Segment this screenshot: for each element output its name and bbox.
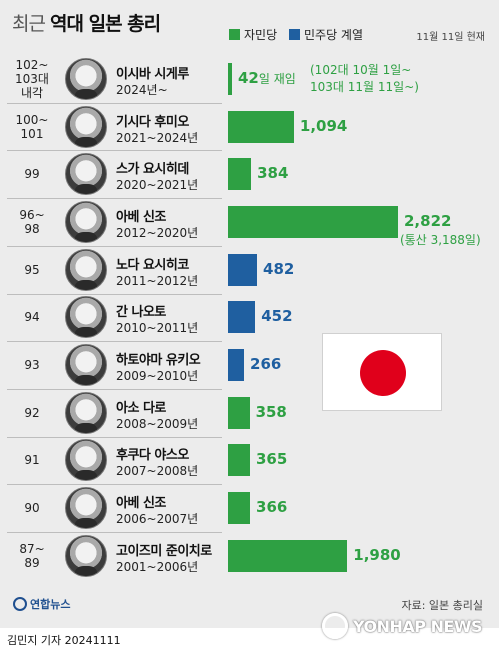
pm-portrait [65, 487, 107, 530]
pm-portrait [65, 391, 107, 434]
cabinet-number: 92 [24, 405, 40, 420]
cabinet-number: 100~ 101 [15, 112, 49, 141]
data-label: 42일 재임 [238, 68, 296, 87]
pm-term: 2009~2010년 [116, 369, 199, 384]
cabinet-number: 93 [24, 358, 40, 373]
data-label: 452 [261, 307, 293, 326]
pm-term: 2010~2011년 [116, 321, 199, 336]
bar [228, 444, 250, 477]
pm-name: 하토야마 유키오 [116, 353, 201, 369]
row-divider [7, 198, 222, 200]
pm-portrait [65, 153, 107, 196]
title-main: 역대 일본 총리 [50, 13, 161, 35]
chart-title: 최근 역대 일본 총리 [12, 9, 161, 36]
ldp-swatch [229, 29, 240, 40]
row-divider [7, 388, 222, 390]
watermark: YONHAP NEWS [322, 613, 483, 639]
cabinet-number: 94 [24, 310, 40, 325]
pm-term: 2007~2008년 [116, 464, 199, 479]
cabinet-number: 87~ 89 [19, 541, 45, 570]
pm-portrait [65, 248, 107, 291]
data-label: 1,094 [299, 116, 348, 135]
row-divider [7, 293, 222, 295]
data-label: 384 [257, 164, 289, 183]
data-label: 2,822 [404, 211, 452, 230]
agency-logo: 연합뉴스 [13, 596, 70, 612]
data-label: 366 [256, 498, 288, 517]
pm-term: 2024년~ [116, 82, 168, 97]
pm-term: 2020~2021년 [116, 178, 199, 193]
pm-portrait [65, 344, 107, 387]
row-divider [7, 341, 222, 343]
pm-term: 2021~2024년 [116, 130, 199, 145]
bar [228, 62, 232, 95]
pm-name: 아베 신조 [116, 209, 166, 225]
watermark-text: YONHAP NEWS [353, 616, 483, 636]
pm-term: 2012~2020년 [116, 225, 199, 240]
cabinet-number: 96~ 98 [19, 207, 45, 236]
byline: 김민지 기자 20241111 [7, 634, 121, 647]
pm-portrait [65, 57, 107, 100]
bar [228, 158, 252, 191]
pm-portrait [65, 296, 107, 339]
legend-label-ldp: 자민당 [244, 28, 278, 42]
as-of-date: 11월 11일 현재 [416, 32, 485, 43]
bar [228, 539, 348, 572]
data-note: (통산 3,188일) [400, 232, 481, 247]
cabinet-number: 95 [24, 262, 40, 277]
data-note: (102대 10월 1일~ 103대 11월 11일~) [310, 62, 419, 94]
japan-flag-icon [322, 333, 442, 411]
pm-portrait [65, 105, 107, 148]
pm-portrait [65, 439, 107, 482]
row-divider [7, 245, 222, 247]
legend-label-dpj: 민주당 계열 [304, 28, 364, 42]
pm-term: 2001~2006년 [116, 559, 199, 574]
pm-name: 이시바 시게루 [116, 66, 189, 82]
pm-name: 고이즈미 준이치로 [116, 543, 212, 559]
yonhap-logo-icon [13, 597, 27, 611]
cabinet-number: 90 [24, 501, 40, 516]
data-label: 365 [255, 450, 288, 469]
dpj-swatch [289, 29, 300, 40]
pm-term: 2008~2009년 [116, 416, 199, 431]
data-label: 266 [250, 355, 282, 374]
row-divider [7, 532, 222, 533]
source-note: 자료: 일본 총리실 [401, 599, 483, 612]
bar [228, 349, 245, 382]
data-label: 482 [263, 259, 295, 278]
pm-portrait [65, 534, 107, 577]
infographic-card: 최근 역대 일본 총리 자민당 민주당 계열 11월 11일 현재 102~ 10… [0, 0, 499, 628]
pm-name: 간 나오토 [116, 305, 166, 321]
cabinet-number: 102~ 103대 내각 [15, 57, 49, 100]
agency-name: 연합뉴스 [30, 598, 71, 611]
label-suffix: 일 재임 [258, 71, 296, 86]
pm-term: 2006~2007년 [116, 512, 199, 527]
pm-name: 아베 신조 [116, 496, 166, 512]
bar [228, 492, 251, 525]
pm-name: 아소 다로 [116, 400, 166, 416]
bar [228, 253, 258, 286]
bar [228, 301, 256, 334]
pm-term: 2011~2012년 [116, 273, 199, 288]
yonhap-watermark-icon [322, 613, 348, 639]
row-divider [7, 436, 222, 438]
row-divider [7, 102, 222, 104]
bar [228, 396, 250, 429]
pm-portrait [65, 200, 107, 243]
pm-name: 기시다 후미오 [116, 114, 189, 130]
data-label: 358 [255, 402, 287, 421]
cabinet-number: 91 [24, 453, 40, 468]
pm-name: 후쿠다 야스오 [116, 448, 189, 464]
pm-name: 스가 요시히데 [116, 162, 189, 178]
data-label: 1,980 [353, 545, 401, 564]
bar [228, 205, 398, 238]
legend-item-ldp: 자민당 [229, 26, 277, 43]
row-divider [7, 484, 222, 486]
cabinet-number: 99 [24, 167, 40, 182]
legend-item-dpj: 민주당 계열 [289, 26, 363, 43]
row-divider [7, 150, 222, 152]
pm-name: 노다 요시히코 [116, 257, 189, 273]
bar [228, 110, 294, 143]
title-prefix: 최근 [12, 13, 46, 35]
